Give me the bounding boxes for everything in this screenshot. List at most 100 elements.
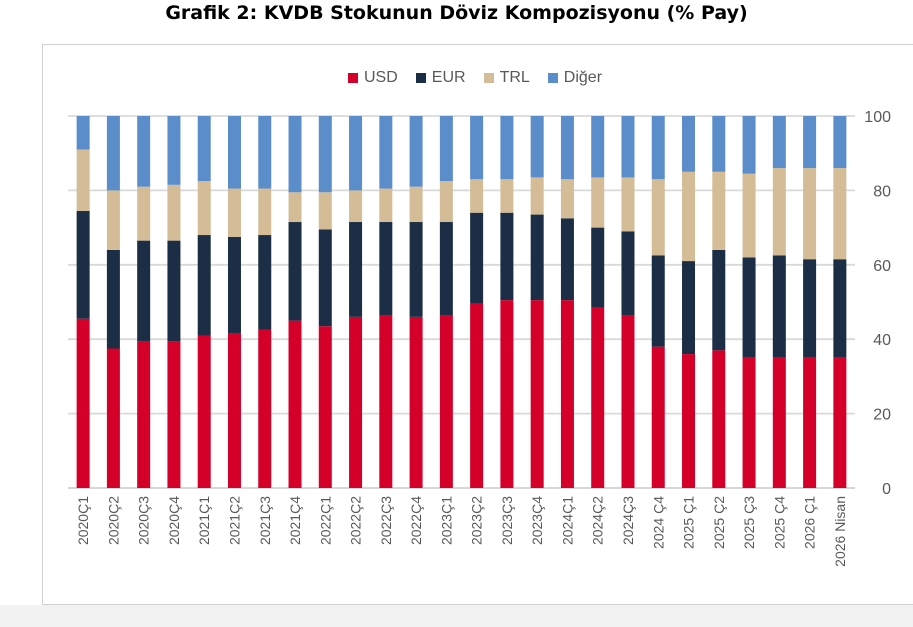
x-tick-label: 2020Ç2 (105, 496, 121, 545)
legend-item-trl: TRL (483, 69, 530, 87)
bar-segment-usd (288, 320, 302, 488)
bar-segment-trl (682, 171, 696, 262)
bar-segment-eur (833, 259, 847, 358)
bar-segment-eur (712, 249, 726, 351)
y-tick-label: 60 (873, 258, 891, 275)
bar-segment-eur (106, 249, 120, 349)
bar-segment-diğer (137, 116, 151, 187)
bar-segment-usd (772, 357, 786, 488)
x-tick-label: 2022Ç3 (378, 496, 394, 545)
bar-segment-diğer (651, 116, 665, 180)
bar-segment-diğer (742, 116, 756, 174)
bar-segment-usd (409, 316, 423, 488)
x-tick-label: 2023Ç2 (469, 496, 485, 545)
bar-segment-diğer (439, 116, 453, 182)
bar-segment-usd (470, 303, 484, 488)
bar-segment-eur (379, 222, 393, 316)
bar-segment-trl (439, 181, 453, 223)
x-tick-label: 2026 Ç1 (802, 496, 818, 549)
bar-segment-usd (439, 315, 453, 488)
bar-segment-eur (742, 257, 756, 358)
x-tick-label: 2020Ç4 (166, 496, 182, 545)
legend-item-diger: Diğer (547, 69, 602, 87)
bar-segment-trl (712, 171, 726, 250)
bar-segment-eur (772, 255, 786, 358)
x-tick-label: 2023Ç1 (438, 496, 454, 545)
y-tick-label: 40 (873, 332, 891, 349)
bar-segment-diğer (379, 116, 393, 189)
bar-segment-eur (500, 212, 514, 301)
x-tick-label: 2024Ç2 (590, 496, 606, 545)
bar-segment-usd (682, 354, 696, 488)
bar-segment-usd (167, 341, 181, 488)
bar-segment-diğer (560, 116, 574, 180)
legend-swatch-trl (483, 73, 494, 83)
bar-segment-eur (227, 236, 241, 334)
bar-segment-diğer (318, 116, 332, 193)
legend-swatch-diger (547, 73, 558, 83)
x-tick-label: 2023Ç4 (529, 496, 545, 545)
bar-segment-trl (258, 188, 272, 236)
bar-segment-diğer (197, 116, 211, 182)
x-tick-label: 2025 Ç1 (681, 496, 697, 549)
x-tick-label: 2021Ç3 (257, 496, 273, 545)
bar-segment-trl (288, 192, 302, 223)
bar-segment-diğer (167, 116, 181, 185)
bar-segment-usd (76, 318, 90, 488)
bar-segment-eur (651, 255, 665, 347)
bar-segment-usd (106, 348, 120, 488)
y-tick-label: 100 (864, 109, 891, 126)
legend-swatch-eur (415, 73, 426, 83)
bar-segment-diğer (772, 116, 786, 169)
bar-segment-usd (560, 300, 574, 488)
bar-segment-usd (379, 315, 393, 488)
x-tick-label: 2023Ç3 (499, 496, 515, 545)
bar-segment-trl (772, 168, 786, 256)
bar-segment-diğer (470, 116, 484, 180)
legend-label-eur: EUR (431, 69, 466, 86)
bar-segment-trl (500, 179, 514, 213)
bar-segment-eur (530, 214, 544, 301)
x-tick-label: 2025 Ç4 (771, 496, 787, 549)
bar-segment-trl (742, 173, 756, 258)
x-tick-label: 2025 Ç2 (711, 496, 727, 549)
bar-segment-eur (76, 210, 90, 319)
x-tick-label: 2020Ç3 (136, 496, 152, 545)
bar-segment-usd (712, 350, 726, 488)
bar-segment-trl (318, 192, 332, 230)
bar-segment-diğer (500, 116, 514, 180)
x-tick-label: 2021Ç2 (226, 496, 242, 545)
bar-segment-usd (258, 329, 272, 488)
bar-segment-eur (197, 235, 211, 336)
bar-segment-usd (349, 316, 363, 488)
bar-segment-trl (833, 168, 847, 260)
bar-segment-trl (470, 179, 484, 213)
bar-segment-usd (833, 357, 847, 488)
bar-segment-trl (560, 179, 574, 219)
legend-item-usd: USD (348, 69, 398, 87)
bar-segment-usd (227, 333, 241, 488)
legend-label-usd: USD (364, 69, 398, 86)
bar-segment-usd (651, 346, 665, 488)
bar-segment-usd (318, 326, 332, 488)
bar-segment-trl (379, 188, 393, 223)
bar-segment-eur (167, 240, 181, 342)
bar-segment-diğer (833, 116, 847, 169)
bar-segment-trl (106, 190, 120, 250)
bar-segment-eur (470, 212, 484, 304)
bar-segment-trl (621, 177, 635, 232)
bar-segment-usd (197, 335, 211, 488)
y-tick-label: 80 (873, 183, 891, 200)
x-tick-label: 2026 Nisan (832, 496, 848, 567)
y-tick-label: 0 (882, 481, 891, 498)
x-tick-label: 2022Ç4 (408, 496, 424, 545)
bar-segment-trl (409, 186, 423, 223)
bar-segment-diğer (803, 116, 817, 169)
bar-segment-usd (621, 315, 635, 488)
legend: USD EUR TRL Diğer (348, 66, 602, 90)
bar-segment-diğer (288, 116, 302, 193)
bar-segment-diğer (682, 116, 696, 172)
bar-segment-eur (318, 229, 332, 327)
bar-segment-diğer (530, 116, 544, 178)
